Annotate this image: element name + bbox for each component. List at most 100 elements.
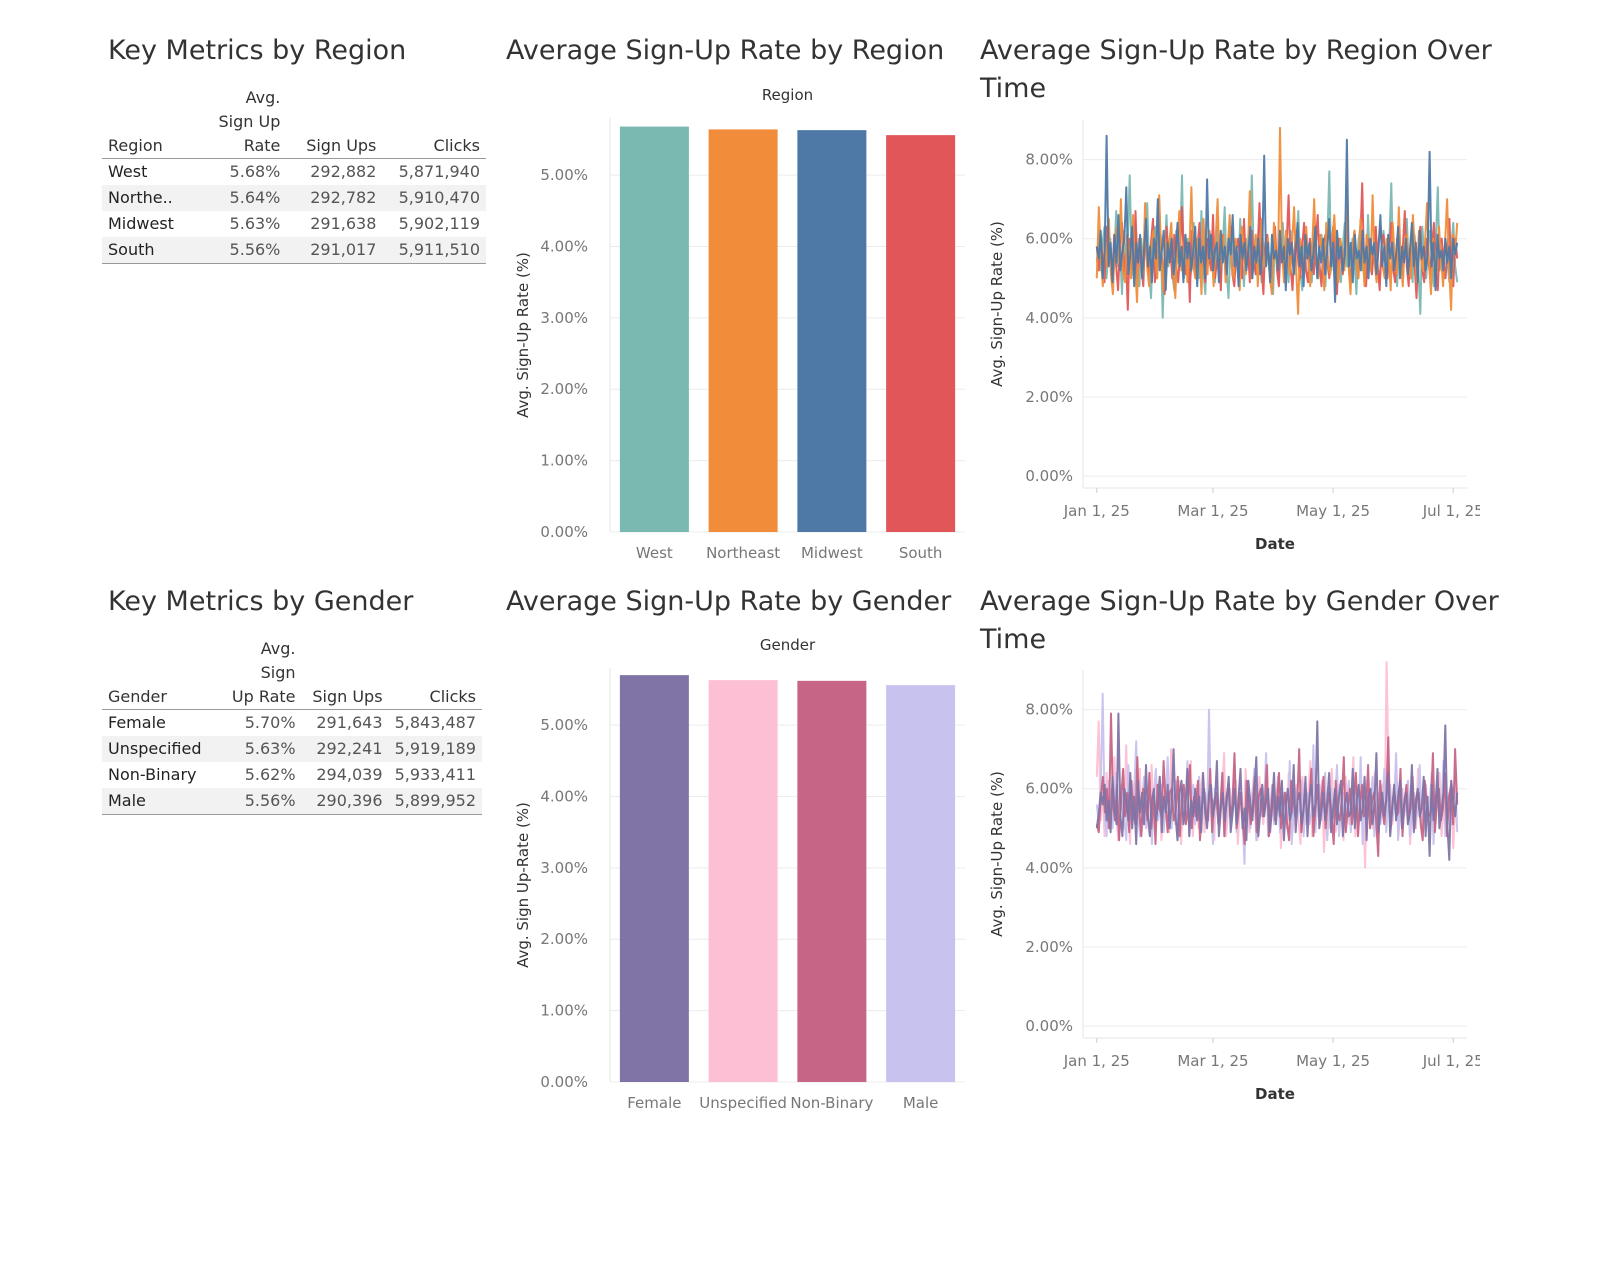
cell-sign-ups: 291,017 <box>286 237 383 264</box>
column-header-sign-ups[interactable]: Sign Ups <box>301 685 389 710</box>
y-tick-label: 0.00% <box>1025 467 1073 485</box>
x-axis-label: Date <box>1255 535 1295 553</box>
header-top-cell: Avg. Sign Up <box>218 88 281 131</box>
cell-sign-ups: 292,782 <box>310 188 377 207</box>
bar-west <box>619 126 689 532</box>
cell-rate: 5.62% <box>244 765 296 784</box>
bar-male <box>886 685 956 1082</box>
row-label: South <box>102 237 202 264</box>
column-header-rate[interactable]: Rate <box>201 134 287 159</box>
cell-clicks: 5,899,952 <box>388 788 482 815</box>
row-label: Midwest <box>108 214 174 233</box>
y-tick-label: 0.00% <box>540 1073 588 1091</box>
row-label: Northe.. <box>108 188 173 207</box>
bar-female <box>619 675 689 1082</box>
table-row[interactable]: South 5.56% 291,017 5,911,510 <box>102 237 486 264</box>
column-header-sign-ups[interactable]: Sign Ups <box>286 134 383 159</box>
chart-header: Region <box>762 86 813 104</box>
bar-south <box>886 135 956 532</box>
y-tick-label: 4.00% <box>1025 859 1073 877</box>
x-tick-label: Unspecified <box>699 1094 787 1112</box>
cell-sign-ups: 291,638 <box>310 214 377 233</box>
region-table-title: Key Metrics by Region <box>108 35 407 66</box>
series-line-3 <box>1095 712 1459 861</box>
header-top-cell <box>102 86 202 134</box>
x-tick-label: Mar 1, 25 <box>1177 502 1248 520</box>
x-tick-label: Jul 1, 25 <box>1422 1052 1480 1070</box>
table-row[interactable]: Unspecified 5.63% 292,241 5,919,189 <box>102 736 482 762</box>
series-line-3 <box>1095 134 1459 303</box>
x-tick-label: Jan 1, 25 <box>1063 502 1130 520</box>
y-tick-label: 4.00% <box>540 787 588 805</box>
x-tick-label: Jul 1, 25 <box>1422 502 1480 520</box>
cell-rate: 5.56% <box>221 788 302 815</box>
y-tick-label: 6.00% <box>1025 230 1073 248</box>
table-row[interactable]: Northe.. 5.64% 292,782 5,910,470 <box>102 185 486 211</box>
x-tick-label: Female <box>627 1094 681 1112</box>
gender-line-chart[interactable]: 0.00% 2.00% 4.00% 6.00% 8.00% Jan 1, 25 Mar 1,… <box>980 660 1480 1120</box>
table-row[interactable]: Midwest 5.63% 291,638 5,902,119 <box>102 211 486 237</box>
chart-header: Gender <box>760 636 816 654</box>
y-tick-label: 2.00% <box>1025 938 1073 956</box>
cell-clicks: 5,843,487 <box>394 713 476 732</box>
y-tick-label: 4.00% <box>540 237 588 255</box>
gender-bar-chart[interactable]: Gender 0.00% 1.00% 2.00% 3.00% 4.00% 5.00% Avg.… <box>500 630 970 1130</box>
row-label: West <box>108 162 148 181</box>
table-row[interactable]: Non-Binary 5.62% 294,039 5,933,411 <box>102 762 482 788</box>
x-tick-label: West <box>636 544 673 562</box>
y-tick-label: 1.00% <box>540 452 588 470</box>
cell-clicks: 5,910,470 <box>398 188 480 207</box>
table-row[interactable]: Male 5.56% 290,396 5,899,952 <box>102 788 482 815</box>
x-tick-label: May 1, 25 <box>1296 502 1370 520</box>
row-label: Male <box>102 788 222 815</box>
header-top-cell <box>102 637 221 685</box>
x-tick-label: Mar 1, 25 <box>1177 1052 1248 1070</box>
cell-sign-ups: 294,039 <box>316 765 383 784</box>
x-tick-label: South <box>899 544 943 562</box>
region-metrics-table: Avg. Sign Up Region Rate Sign Ups Clicks… <box>102 86 486 264</box>
y-axis-label: Avg. Sign-Up Rate (%) <box>988 221 1006 387</box>
y-axis-label: Avg. Sign-Up Rate (%) <box>988 771 1006 937</box>
column-header-clicks[interactable]: Clicks <box>388 685 482 710</box>
x-tick-label: Northeast <box>706 544 780 562</box>
cell-clicks: 5,902,119 <box>398 214 480 233</box>
gender-line-chart-title: Average Sign-Up Rate by Gender Over Time <box>980 586 1499 655</box>
region-bar-chart[interactable]: Region 0.00% 1.00% 2.00% 3.00% 4.00% 5.00% Avg.… <box>500 80 970 580</box>
cell-clicks: 5,919,189 <box>394 739 476 758</box>
x-tick-label: Jan 1, 25 <box>1063 1052 1130 1070</box>
y-tick-label: 2.00% <box>540 380 588 398</box>
y-tick-label: 5.00% <box>540 166 588 184</box>
y-tick-label: 6.00% <box>1025 780 1073 798</box>
y-tick-label: 5.00% <box>540 716 588 734</box>
bar-northeast <box>708 129 778 532</box>
y-tick-label: 8.00% <box>1025 701 1073 719</box>
table-row[interactable]: Female 5.70% 291,643 5,843,487 <box>102 710 482 737</box>
column-header-clicks[interactable]: Clicks <box>382 134 486 159</box>
x-tick-label: Male <box>903 1094 939 1112</box>
cell-rate: 5.68% <box>229 162 281 181</box>
row-label: Non-Binary <box>108 765 197 784</box>
header-top-cell: Avg. Sign <box>260 639 296 682</box>
header-top-cell <box>302 637 389 685</box>
cell-rate: 5.64% <box>229 188 281 207</box>
y-tick-label: 1.00% <box>540 1002 588 1020</box>
cell-clicks: 5,933,411 <box>394 765 476 784</box>
region-line-chart[interactable]: 0.00% 2.00% 4.00% 6.00% 8.00% Jan 1, 25 Mar 1,… <box>980 110 1480 570</box>
column-header-rate[interactable]: Up Rate <box>221 685 302 710</box>
column-header-gender[interactable]: Gender <box>102 685 222 710</box>
row-label: Unspecified <box>108 739 202 758</box>
y-tick-label: 3.00% <box>540 309 588 327</box>
y-axis-label: Avg. Sign Up-Rate (%) <box>514 802 532 968</box>
header-top-cell <box>389 637 482 685</box>
cell-sign-ups: 290,396 <box>301 788 389 815</box>
table-row[interactable]: West 5.68% 292,882 5,871,940 <box>102 159 486 186</box>
header-top-cell <box>286 86 382 134</box>
y-tick-label: 8.00% <box>1025 151 1073 169</box>
column-header-region[interactable]: Region <box>102 134 202 159</box>
y-tick-label: 2.00% <box>1025 388 1073 406</box>
y-tick-label: 0.00% <box>540 523 588 541</box>
x-axis-label: Date <box>1255 1085 1295 1103</box>
cell-rate: 5.56% <box>201 237 287 264</box>
cell-sign-ups: 292,241 <box>316 739 383 758</box>
y-tick-label: 3.00% <box>540 859 588 877</box>
